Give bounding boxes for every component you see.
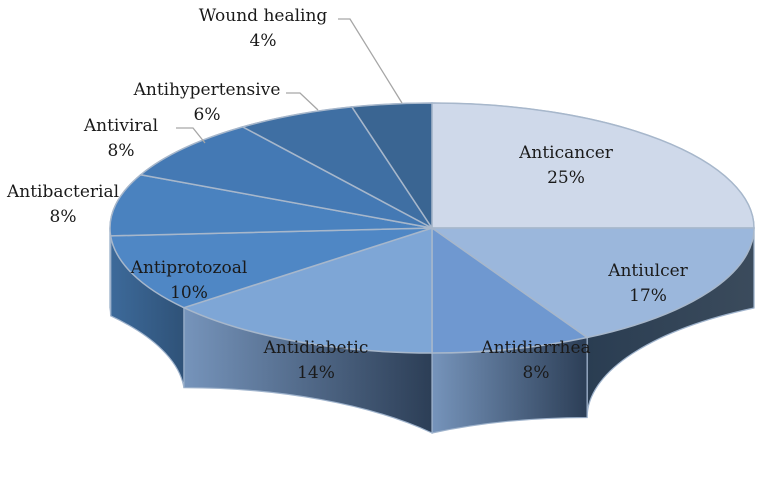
value-antiulcer: 17% bbox=[629, 286, 667, 306]
slice-wound-healing bbox=[350, 102, 433, 231]
side-antibacterial bbox=[109, 227, 112, 316]
value-antidiabetic: 14% bbox=[297, 363, 335, 383]
value-antidiarrhea: 8% bbox=[523, 363, 550, 383]
slice-anticancer bbox=[431, 102, 755, 229]
value-anticancer: 25% bbox=[547, 168, 585, 188]
slice-antidiabetic bbox=[181, 226, 433, 354]
leader-wound-healing bbox=[338, 18, 403, 104]
slice-antihypertensive bbox=[240, 106, 433, 229]
label-antibacterial: Antibacterial bbox=[6, 182, 119, 202]
slice-antiviral bbox=[138, 126, 433, 229]
label-antidiabetic: Antidiabetic bbox=[263, 338, 369, 358]
label-antiviral: Antiviral bbox=[83, 116, 158, 136]
slice-antiprotozoal bbox=[109, 227, 433, 309]
value-antibacterial: 8% bbox=[50, 207, 77, 227]
label-antiprotozoal: Antiprotozoal bbox=[130, 258, 248, 278]
pie-top-faces bbox=[109, 102, 755, 354]
slice-antibacterial bbox=[109, 173, 433, 237]
slice-labels: Anticancer 25% Antiulcer 17% Antidiarrhea 8% A… bbox=[6, 6, 689, 383]
slice-antidiarrhea bbox=[431, 226, 589, 354]
label-antidiarrhea: Antidiarrhea bbox=[480, 338, 590, 358]
value-antiprotozoal: 10% bbox=[170, 283, 208, 303]
leader-lines bbox=[176, 18, 403, 144]
value-antiviral: 8% bbox=[108, 141, 135, 161]
value-antihypertensive: 6% bbox=[194, 105, 221, 125]
leader-antiviral bbox=[176, 127, 206, 144]
leader-antihypertensive bbox=[286, 92, 319, 111]
label-wound-healing: Wound healing bbox=[199, 6, 328, 26]
slice-antiulcer bbox=[429, 227, 755, 339]
label-anticancer: Anticancer bbox=[518, 143, 614, 163]
value-wound-healing: 4% bbox=[250, 31, 277, 51]
label-antihypertensive: Antihypertensive bbox=[133, 80, 281, 100]
label-antiulcer: Antiulcer bbox=[607, 261, 688, 281]
